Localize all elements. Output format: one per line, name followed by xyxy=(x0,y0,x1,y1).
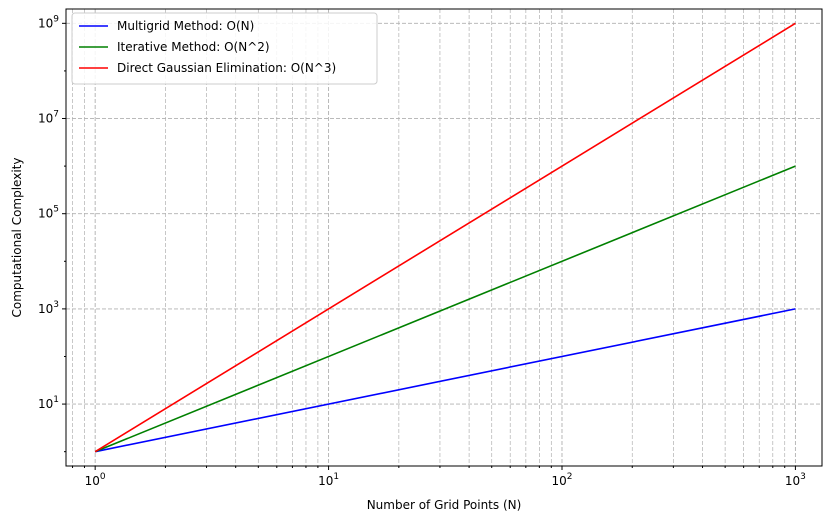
legend-label: Iterative Method: O(N^2) xyxy=(117,40,270,54)
legend-label: Direct Gaussian Elimination: O(N^3) xyxy=(117,61,336,75)
x-tick-label: 100 xyxy=(85,472,106,488)
y-axis-label: Computational Complexity xyxy=(10,158,24,318)
x-tick-label: 103 xyxy=(785,472,806,488)
series-line-1 xyxy=(95,308,796,453)
legend-label: Multigrid Method: O(N) xyxy=(117,19,254,33)
x-tick-label: 102 xyxy=(551,472,572,488)
x-axis-label: Number of Grid Points (N) xyxy=(367,498,522,512)
y-tick-labels: 101 103 105 107 109 xyxy=(38,14,59,411)
legend-box xyxy=(71,12,378,85)
plot-area-frame xyxy=(65,8,823,467)
x-tick-label: 101 xyxy=(318,472,339,488)
axis-ticks xyxy=(62,22,796,470)
legend: Multigrid Method: O(N) Iterative Method: … xyxy=(71,12,378,85)
y-tick-label: 105 xyxy=(38,205,59,221)
y-tick-label: 101 xyxy=(38,395,59,411)
series-layer xyxy=(94,22,796,453)
y-tick-label: 107 xyxy=(38,110,59,126)
y-tick-label: 103 xyxy=(38,300,59,316)
y-tick-label: 109 xyxy=(38,14,59,30)
series-line-2 xyxy=(94,165,796,453)
series-line-3 xyxy=(94,22,796,453)
x-tick-labels: 100 101 102 103 xyxy=(85,472,806,488)
